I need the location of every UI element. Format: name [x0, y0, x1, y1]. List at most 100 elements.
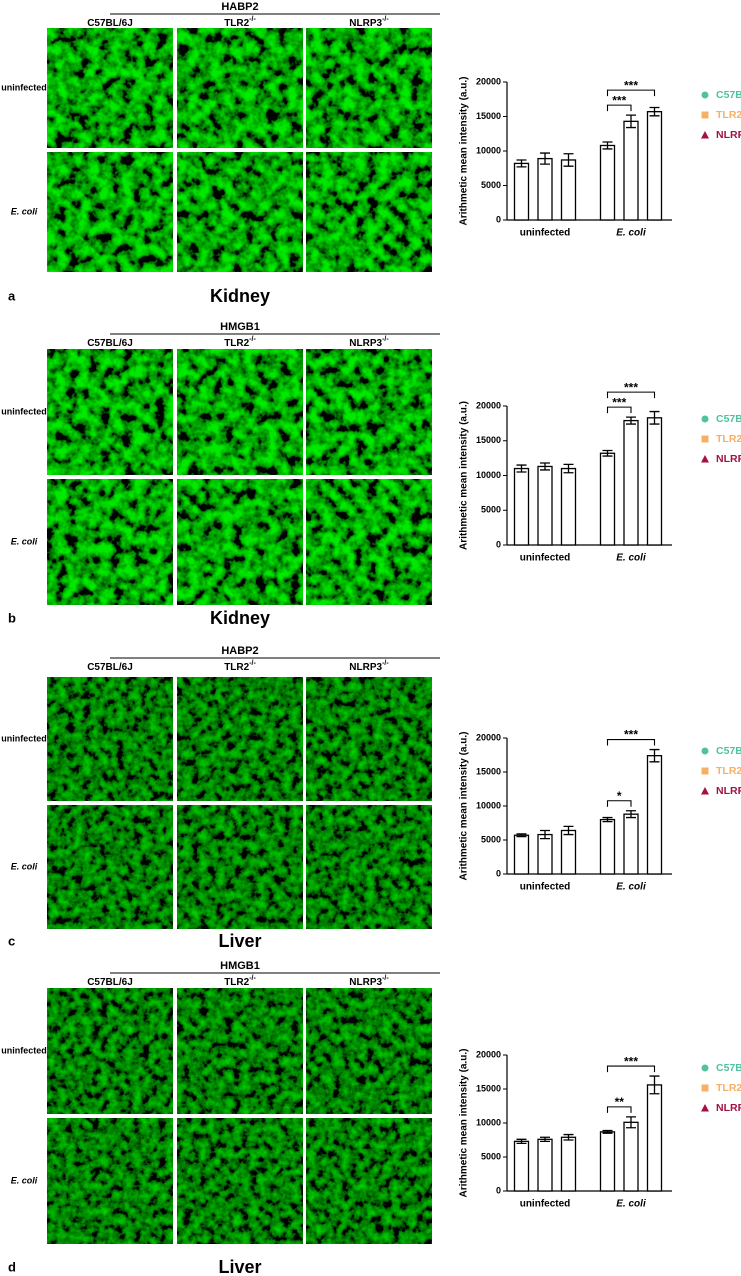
significance-label: ***	[624, 78, 638, 92]
bar	[646, 755, 663, 875]
micrograph	[306, 28, 432, 148]
panel-title: HMGB1	[220, 321, 260, 333]
y-tick-label: 5000	[481, 505, 501, 515]
legend-label: C57BL/6J	[716, 89, 741, 101]
error-bar	[649, 106, 660, 117]
legend-marker	[701, 1104, 709, 1112]
legend-marker	[701, 111, 709, 119]
significance-bracket	[606, 406, 632, 414]
error-bar	[540, 462, 550, 471]
error-bar	[563, 825, 574, 836]
bar	[623, 813, 639, 875]
legend-marker	[701, 415, 709, 423]
micrograph	[177, 805, 303, 929]
x-tick-label: E. coli	[616, 553, 646, 564]
micrograph	[306, 1118, 432, 1244]
column-label-main: NLRP3	[349, 18, 382, 29]
panel-letter: b	[8, 610, 16, 625]
column-label-main: C57BL/6J	[87, 18, 133, 29]
error-bar	[516, 159, 527, 168]
y-tick-label: 10000	[476, 800, 501, 810]
y-tick-label: 20000	[476, 76, 501, 86]
error-bar	[626, 810, 636, 819]
bar	[646, 417, 663, 546]
error-bar	[540, 152, 550, 165]
significance-label: ***	[612, 395, 626, 409]
column-label-main: NLRP3	[349, 977, 382, 988]
y-axis-label: Arithmetic mean intensity (a.u.)	[459, 401, 470, 550]
bar	[537, 465, 553, 546]
column-label-main: NLRP3	[349, 338, 382, 349]
column-label-sup: -/-	[249, 336, 256, 343]
legend-marker	[701, 767, 709, 775]
error-bar	[563, 1133, 574, 1141]
error-bar	[540, 829, 550, 840]
column-label: C57BL/6J	[87, 662, 133, 673]
panel-title: HABP2	[221, 1, 258, 13]
significance-bracket	[606, 391, 656, 399]
legend-marker	[701, 91, 709, 99]
legend-label: TLR2-/-	[716, 1081, 741, 1093]
y-tick-label: 5000	[481, 834, 501, 844]
bar	[599, 818, 616, 875]
micrograph	[306, 152, 432, 272]
micrograph	[306, 805, 432, 929]
legend-marker	[701, 1084, 709, 1092]
legend-label: NLRP3-/-	[716, 128, 741, 140]
micrograph	[306, 988, 432, 1114]
significance-label: ***	[624, 380, 638, 394]
bar	[646, 111, 663, 221]
column-label-main: TLR2	[224, 18, 249, 29]
legend-label-main: NLRP3	[716, 129, 741, 141]
bar	[599, 452, 616, 546]
column-label: TLR2-/-	[224, 975, 256, 987]
column-label-sup: -/-	[382, 660, 389, 667]
bar	[513, 1140, 530, 1192]
column-label-sup: -/-	[249, 16, 256, 23]
micrograph	[306, 349, 432, 475]
y-tick-label: 20000	[476, 732, 501, 742]
y-tick-label: 20000	[476, 1049, 501, 1059]
legend-marker	[701, 787, 709, 795]
y-tick-label: 15000	[476, 111, 501, 121]
legend-label: TLR2-/-	[716, 108, 741, 120]
y-tick-label: 15000	[476, 766, 501, 776]
panel-title: HABP2	[221, 645, 258, 657]
x-tick-label: uninfected	[520, 228, 571, 239]
legend-label-main: NLRP3	[716, 1102, 741, 1114]
column-label: TLR2-/-	[224, 660, 256, 672]
column-label: TLR2-/-	[224, 16, 256, 28]
organ-label: Kidney	[210, 608, 270, 628]
column-label-sup: -/-	[382, 16, 389, 23]
y-tick-label: 15000	[476, 1083, 501, 1093]
error-bar	[602, 816, 613, 823]
column-label: TLR2-/-	[224, 336, 256, 348]
bar	[513, 467, 530, 546]
significance-label: ***	[624, 1054, 638, 1068]
panel-letter: d	[8, 1259, 16, 1274]
column-label: NLRP3-/-	[349, 16, 389, 28]
bar	[537, 157, 553, 221]
micrograph	[47, 28, 173, 148]
legend-label: C57BL/6J	[716, 1062, 741, 1074]
panel-letter: a	[8, 288, 16, 303]
column-label-main: C57BL/6J	[87, 977, 133, 988]
row-label: E. coli	[11, 206, 38, 216]
y-axis-label: Arithmetic mean intensity (a.u.)	[459, 732, 470, 881]
row-label: uninfected	[1, 82, 47, 92]
micrograph	[47, 479, 173, 605]
x-tick-label: E. coli	[616, 228, 646, 239]
micrograph	[177, 152, 303, 272]
y-tick-label: 0	[496, 868, 501, 878]
bar	[560, 467, 577, 546]
legend-label: NLRP3-/-	[716, 784, 741, 796]
y-tick-label: 5000	[481, 1151, 501, 1161]
legend-label: TLR2-/-	[716, 432, 741, 444]
column-label: C57BL/6J	[87, 18, 133, 29]
row-label: E. coli	[11, 1175, 38, 1185]
bar	[560, 829, 577, 875]
organ-label: Liver	[218, 931, 261, 951]
legend-marker	[701, 131, 709, 139]
micrograph	[47, 988, 173, 1114]
